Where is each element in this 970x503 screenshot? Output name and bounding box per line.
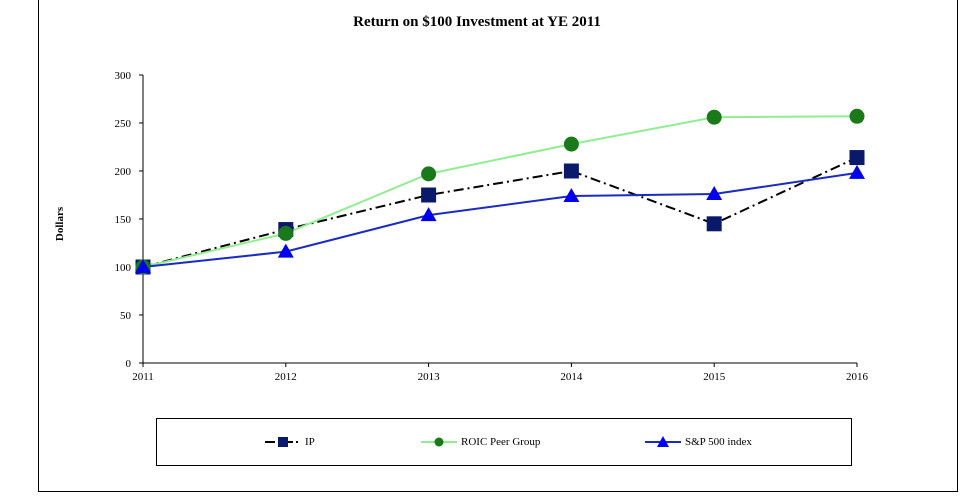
legend-label-roic: ROIC Peer Group [461, 436, 541, 448]
legend-swatch-roic [421, 437, 457, 447]
marker-circle [706, 109, 722, 125]
marker-square [849, 150, 865, 166]
marker-circle [278, 225, 294, 241]
y-tick-label: 150 [115, 214, 132, 226]
marker-square [706, 216, 722, 232]
marker-circle [563, 136, 579, 152]
x-tick-label: 2015 [703, 371, 726, 383]
marker-triangle [277, 243, 294, 258]
y-tick-label: 50 [120, 310, 132, 322]
x-tick-label: 2016 [846, 371, 869, 383]
marker-square [563, 163, 579, 179]
x-tick-label: 2013 [418, 371, 441, 383]
y-tick-label: 250 [115, 118, 132, 130]
marker-triangle [563, 187, 580, 202]
series-line-0 [142, 156, 858, 268]
x-tick-label: 2012 [275, 371, 297, 383]
y-tick-label: 0 [126, 358, 132, 370]
legend-swatch-ip [265, 437, 301, 447]
legend-label-ip: IP [305, 436, 315, 448]
chart-frame: Return on $100 Investment at YE 2011 [38, 0, 958, 492]
series-line-2 [142, 171, 858, 268]
legend-label-sp500: S&P 500 index [685, 436, 752, 448]
marker-triangle [135, 259, 151, 273]
chart-legend: IP ROIC Peer Group S&P 500 index [156, 418, 852, 466]
marker-triangle [420, 207, 437, 222]
y-tick-label: 100 [115, 262, 132, 274]
marker-circle [421, 166, 437, 182]
legend-item-roic: ROIC Peer Group [421, 433, 540, 451]
marker-triangle [706, 186, 723, 201]
marker-triangle [849, 164, 865, 179]
legend-swatch-sp500 [645, 436, 681, 447]
y-tick-label: 300 [115, 70, 132, 82]
y-tick-label: 200 [115, 166, 132, 178]
series-line-1 [142, 115, 858, 268]
chart-title: Return on $100 Investment at YE 2011 [353, 14, 601, 30]
x-tick-label: 2014 [560, 371, 583, 383]
legend-item-ip: IP [265, 433, 315, 451]
marker-circle [849, 108, 865, 124]
marker-square [421, 187, 437, 203]
legend-item-sp500: S&P 500 index [645, 433, 752, 451]
x-tick-label: 2011 [132, 371, 154, 383]
